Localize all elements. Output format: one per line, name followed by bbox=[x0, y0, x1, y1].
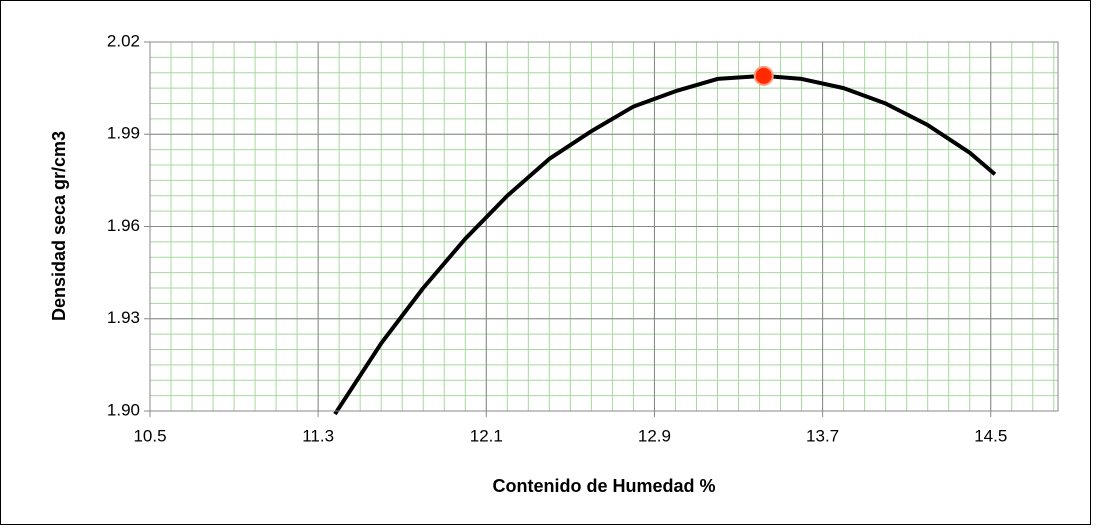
plot-border bbox=[149, 41, 1059, 412]
y-tick-label: 1.90 bbox=[107, 400, 140, 419]
grid bbox=[149, 41, 1058, 412]
y-axis-label: Densidad seca gr/cm3 bbox=[49, 131, 69, 321]
x-axis-label: Contenido de Humedad % bbox=[492, 476, 715, 496]
y-tick-label: 1.96 bbox=[107, 216, 140, 235]
x-tick-label: 13.7 bbox=[806, 426, 839, 445]
x-tick-label: 11.3 bbox=[302, 426, 334, 445]
y-tick-label: 2.02 bbox=[107, 31, 140, 50]
point bbox=[753, 65, 774, 86]
x-tick-label: 14.5 bbox=[974, 426, 1007, 445]
curve bbox=[333, 73, 997, 416]
y-tick-label: 1.93 bbox=[107, 308, 140, 327]
x-tick-label: 12.9 bbox=[638, 426, 671, 445]
marks bbox=[333, 65, 997, 416]
x-tick-label: 12.1 bbox=[470, 426, 503, 445]
x-tick-label: 10.5 bbox=[133, 426, 166, 445]
y-tick-label: 1.99 bbox=[107, 124, 140, 143]
